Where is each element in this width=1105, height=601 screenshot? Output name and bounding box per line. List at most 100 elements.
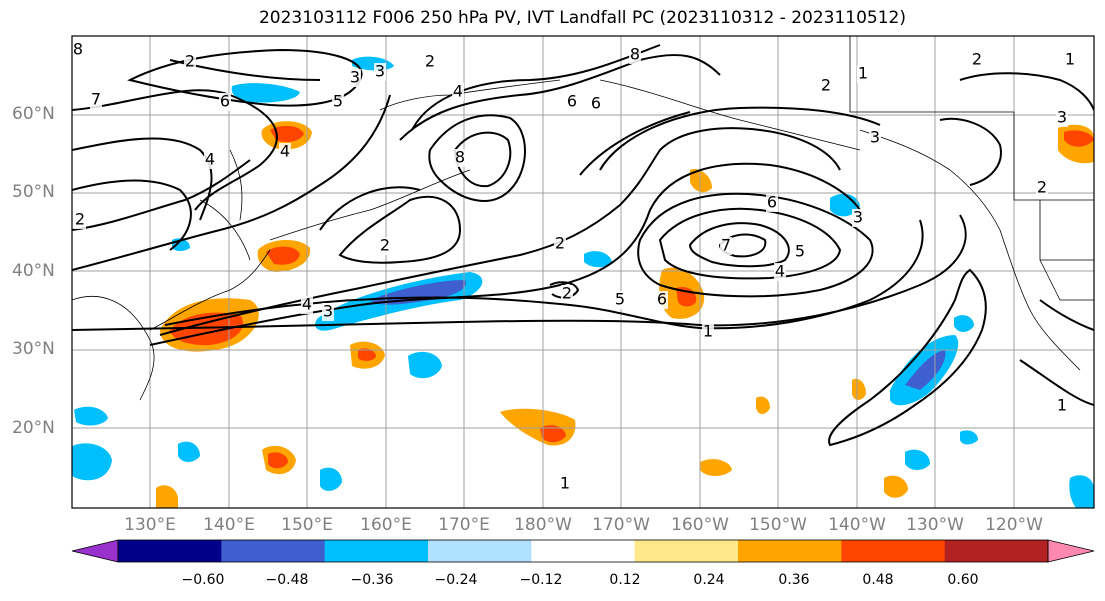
contour-label: 1 xyxy=(858,64,868,83)
contour-label-background xyxy=(794,243,806,261)
contour-label: 2 xyxy=(1037,178,1047,197)
contour-label-background xyxy=(219,93,231,111)
contour-label: 1 xyxy=(1057,396,1067,415)
negative-anomaly xyxy=(320,467,342,491)
colorbar-tick: 0.48 xyxy=(862,572,894,588)
contour-label: 5 xyxy=(795,242,805,261)
lon-label-130e: 130°E xyxy=(124,515,176,535)
lat-label-30n: 30°N xyxy=(12,339,55,359)
positive-anomaly-core xyxy=(270,125,304,142)
positive-anomaly-core xyxy=(1064,130,1094,147)
contour-label: 5 xyxy=(333,92,343,111)
lon-label-170w: 170°W xyxy=(592,515,650,535)
contour-label-background xyxy=(374,63,386,81)
contour-label: 1 xyxy=(560,474,570,493)
contour-label: 7 xyxy=(91,90,101,109)
contour-label: 2 xyxy=(972,50,982,69)
colorbar-tick: 0.36 xyxy=(778,572,810,588)
contour-label-background xyxy=(774,263,786,281)
lon-label-130w: 130°W xyxy=(906,515,964,535)
contour-label: 4 xyxy=(302,295,312,314)
contour-label-background xyxy=(184,53,196,71)
lon-label-150w: 150°W xyxy=(749,515,807,535)
contour-label-background xyxy=(72,41,84,59)
contour-label: 3 xyxy=(870,128,880,147)
positive-anomaly-core xyxy=(268,452,288,469)
contour-label: 4 xyxy=(280,142,290,161)
lat-label-20n: 20°N xyxy=(12,418,55,438)
contour-label-background xyxy=(452,83,464,101)
contour-label-background xyxy=(857,65,869,83)
lat-label-60n: 60°N xyxy=(12,104,55,124)
contour-label-background xyxy=(279,143,291,161)
negative-anomaly xyxy=(954,315,974,332)
contour-label: 2 xyxy=(821,76,831,95)
negative-anomaly xyxy=(178,441,200,462)
contour-label-background xyxy=(702,323,714,341)
contour-label-background xyxy=(614,291,626,309)
lon-label-160e: 160°E xyxy=(360,515,412,535)
positive-anomaly-core xyxy=(358,348,376,361)
negative-anomaly xyxy=(72,443,112,481)
contour-label: 2 xyxy=(425,52,435,71)
contour-label: 8 xyxy=(73,40,83,59)
contour-label-background xyxy=(74,211,86,229)
colorbar-tick: −0.60 xyxy=(181,572,225,588)
contour-label-background xyxy=(379,237,391,255)
contour-label: 6 xyxy=(220,92,230,111)
graticule xyxy=(72,36,1094,508)
contour-label: 6 xyxy=(591,94,601,113)
contour-label: 7 xyxy=(721,236,731,255)
negative-anomaly xyxy=(1069,475,1094,508)
colorbar-tick: −0.12 xyxy=(519,572,563,588)
colorbar-tick: −0.48 xyxy=(265,572,309,588)
negative-anomaly xyxy=(960,430,978,445)
contour-label: 8 xyxy=(455,148,465,167)
contour-label: 4 xyxy=(205,150,215,169)
lon-label-170e: 170°E xyxy=(438,515,490,535)
negative-anomaly xyxy=(584,251,612,268)
contour-label-background xyxy=(204,151,216,169)
contour-label-background xyxy=(332,93,344,111)
positive-anomaly xyxy=(756,396,770,414)
contour-label: 3 xyxy=(1057,108,1067,127)
contour-label-background xyxy=(629,46,641,64)
contour-label-background xyxy=(554,235,566,253)
anomaly-shading xyxy=(72,56,1094,508)
contour-label-background xyxy=(852,209,864,227)
contour-label-background xyxy=(559,475,571,493)
contour-label: 2 xyxy=(380,236,390,255)
contour-label-background xyxy=(322,303,334,321)
contour-label: 3 xyxy=(375,62,385,81)
contour-label-background xyxy=(566,93,578,111)
contour-label: 3 xyxy=(350,68,360,87)
contour-label-background xyxy=(1056,397,1068,415)
contour-label: 2 xyxy=(185,52,195,71)
contour-label: 4 xyxy=(775,262,785,281)
colorbar-tick: −0.36 xyxy=(350,572,394,588)
lon-label-180w: 180°W xyxy=(514,515,572,535)
contour-label-background xyxy=(301,296,313,314)
positive-anomaly xyxy=(156,485,178,508)
contour-label: 4 xyxy=(453,82,463,101)
contour-label-background xyxy=(90,91,102,109)
colorbar-tick: 0.24 xyxy=(693,572,725,588)
contour-label-background xyxy=(424,53,436,71)
contour-label: 2 xyxy=(75,210,85,229)
lon-label-150e: 150°E xyxy=(281,515,333,535)
lat-label-40n: 40°N xyxy=(12,261,55,281)
contour-label: 6 xyxy=(767,193,777,212)
contour-label: 3 xyxy=(323,302,333,321)
lon-label-160w: 160°W xyxy=(671,515,729,535)
negative-anomaly xyxy=(74,406,108,426)
lat-label-50n: 50°N xyxy=(12,182,55,202)
contour-label: 1 xyxy=(703,322,713,341)
contour-label-background xyxy=(454,149,466,167)
positive-anomaly-core xyxy=(540,425,566,443)
plot-frame xyxy=(71,35,1095,509)
contour-label: 2 xyxy=(555,234,565,253)
contour-label: 2 xyxy=(562,284,572,303)
contour-label-background xyxy=(1036,179,1048,197)
contour-label: 8 xyxy=(630,45,640,64)
